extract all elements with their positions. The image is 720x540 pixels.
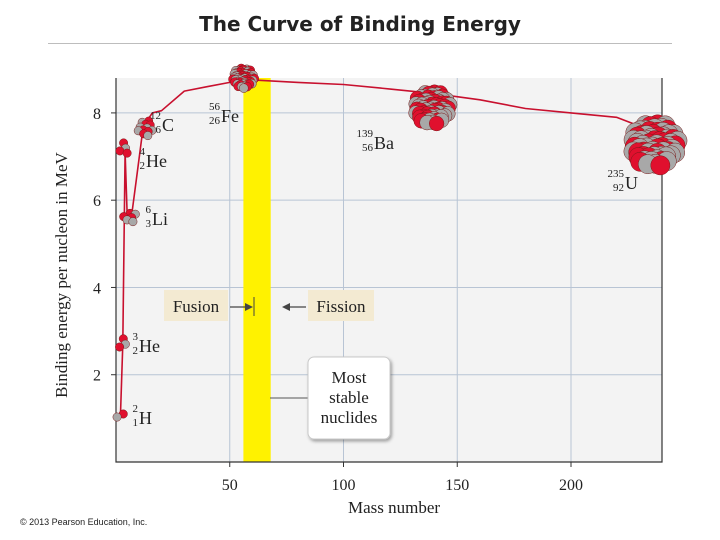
atomic-number-label: 56 xyxy=(362,142,374,154)
nuclides xyxy=(112,63,688,422)
label-c-12: 12 6 C xyxy=(150,110,174,136)
mass-number-label: 235 xyxy=(608,168,625,180)
fusion-label: Fusion xyxy=(173,297,220,316)
fusion-label-box xyxy=(164,290,228,321)
atomic-number-label: 3 xyxy=(146,218,152,230)
element-symbol: U xyxy=(625,173,638,193)
y-axis-label: Binding energy per nucleon in MeV xyxy=(52,151,71,397)
nucleus-c-12 xyxy=(133,116,157,141)
mass-number-label: 3 xyxy=(133,331,139,343)
fission-label-box xyxy=(308,290,374,321)
mass-number-label: 2 xyxy=(133,403,139,415)
nucleus-he-4 xyxy=(115,138,132,158)
chart-title: The Curve of Binding Energy xyxy=(199,12,521,36)
mass-number-label: 139 xyxy=(357,128,374,140)
neutron-ball xyxy=(239,83,249,93)
stable-callout-text: stable xyxy=(329,388,369,407)
neutron-ball xyxy=(143,131,153,141)
nucleus-ba-139 xyxy=(408,84,458,132)
proton-ball xyxy=(650,155,671,176)
element-symbol: C xyxy=(162,115,174,135)
stable-callout-text: Most xyxy=(332,368,367,387)
stable-callout-box xyxy=(307,356,391,440)
nucleus-fe-56 xyxy=(228,63,259,93)
atomic-number-label: 2 xyxy=(133,345,139,357)
grid xyxy=(116,78,662,462)
element-symbol: Ba xyxy=(374,133,394,153)
x-tick-label: 200 xyxy=(559,477,583,494)
stable-callout-text: nuclides xyxy=(321,408,378,427)
mass-number-label: 56 xyxy=(209,101,221,113)
label-ba-139: 139 56 Ba xyxy=(357,128,395,154)
axis-frame xyxy=(115,78,663,463)
atomic-number-label: 92 xyxy=(613,182,624,194)
label-he-3: 3 2 He xyxy=(133,331,161,357)
fusion-arrow-head xyxy=(245,303,253,311)
y-tick-label: 6 xyxy=(93,193,101,210)
mass-number-label: 4 xyxy=(140,146,146,158)
title-divider xyxy=(48,43,672,44)
proton-ball xyxy=(122,148,132,158)
label-u-235: 235 92 U xyxy=(608,168,639,194)
element-symbol: H xyxy=(139,408,152,428)
x-tick-label: 150 xyxy=(445,477,469,494)
neutron-ball xyxy=(112,412,122,422)
x-tick-label: 100 xyxy=(332,477,356,494)
label-li-6: 6 3 Li xyxy=(146,204,169,230)
stable-band xyxy=(243,78,271,462)
mass-number-label: 12 xyxy=(150,110,161,122)
copyright-notice: © 2013 Pearson Education, Inc. xyxy=(20,517,148,527)
proton-ball xyxy=(115,342,125,352)
atomic-number-label: 2 xyxy=(140,160,146,172)
atomic-number-label: 26 xyxy=(209,115,221,127)
nucleus-he-3 xyxy=(115,334,130,352)
atomic-number-label: 6 xyxy=(156,124,162,136)
nucleus-u-235 xyxy=(623,114,688,176)
neutron-ball xyxy=(128,217,138,227)
proton-ball xyxy=(428,115,445,132)
element-symbol: He xyxy=(139,336,160,356)
mass-number-label: 6 xyxy=(146,204,152,216)
y-tick-label: 8 xyxy=(93,106,101,123)
label-fe-56: 56 26 Fe xyxy=(209,101,239,127)
stable-band-rect xyxy=(243,78,271,462)
element-symbol: He xyxy=(146,151,167,171)
nucleus-li-6 xyxy=(119,208,140,227)
y-tick-label: 2 xyxy=(93,368,101,385)
nucleus-h-2 xyxy=(112,409,128,422)
x-axis-label: Mass number xyxy=(348,498,440,517)
fission-label: Fission xyxy=(316,297,366,316)
x-tick-label: 50 xyxy=(222,477,238,494)
element-symbol: Fe xyxy=(221,106,239,126)
atomic-number-label: 1 xyxy=(133,417,139,429)
element-symbol: Li xyxy=(152,209,168,229)
label-h-2: 2 1 H xyxy=(133,403,153,429)
fission-arrow-head xyxy=(282,303,290,311)
label-he-4: 4 2 He xyxy=(140,146,168,172)
y-tick-label: 4 xyxy=(93,280,101,297)
